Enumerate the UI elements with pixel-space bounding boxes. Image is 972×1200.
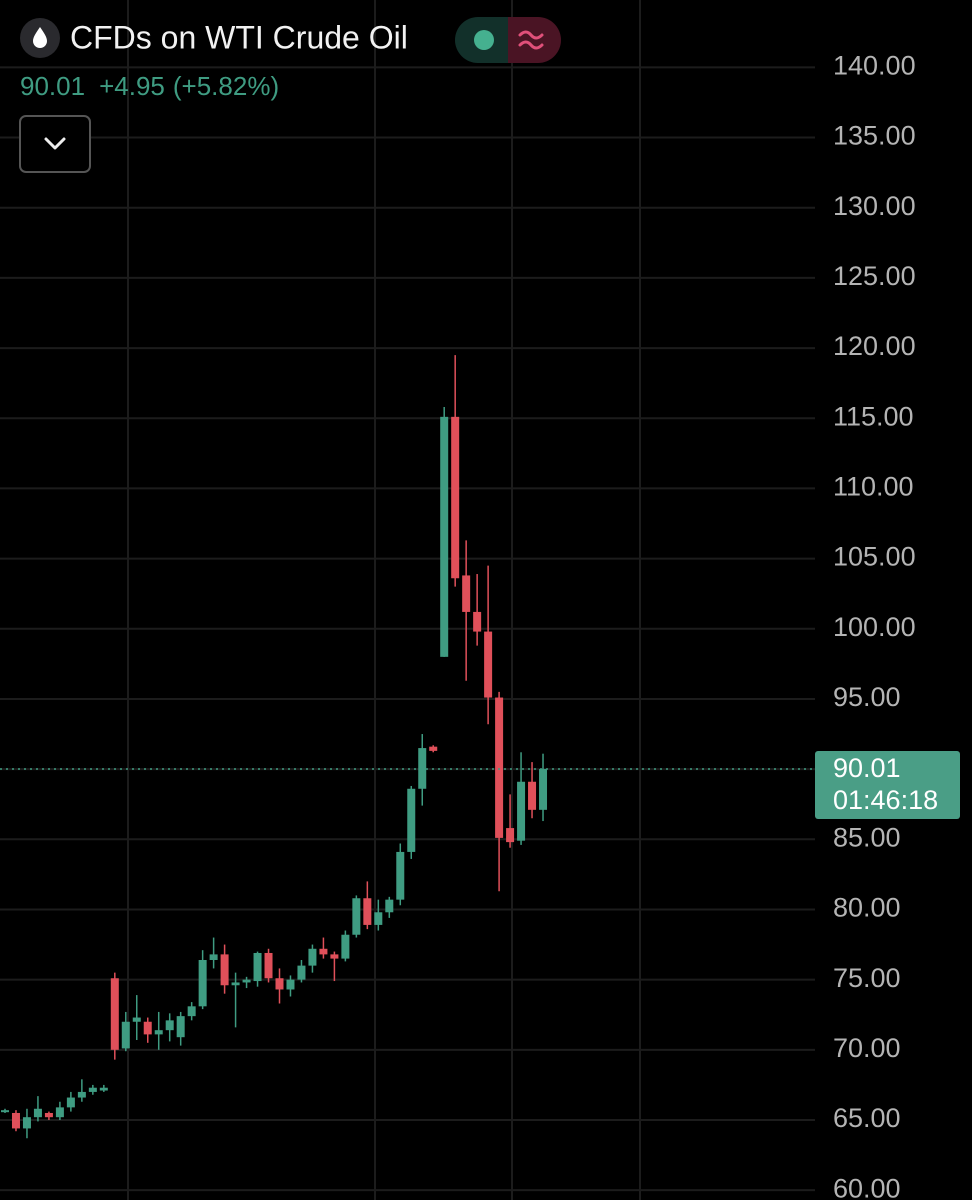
candle-body — [132, 1017, 141, 1022]
candle-body — [319, 948, 328, 955]
candle-body — [539, 768, 548, 810]
candle-body — [176, 1016, 185, 1038]
header-change: +4.95 — [99, 71, 165, 101]
candle-body — [231, 982, 240, 986]
candle-body — [330, 954, 339, 959]
time-grid — [127, 0, 641, 1200]
candle-body — [297, 965, 306, 980]
candle-body — [209, 954, 218, 960]
candle-body — [77, 1091, 86, 1098]
candle-body — [121, 1021, 130, 1049]
candle-body — [1, 1110, 9, 1113]
candle-body — [451, 416, 460, 579]
y-tick-label: 125.00 — [833, 261, 916, 291]
last-price-label: 90.01 — [833, 753, 901, 783]
candle-body — [198, 960, 207, 1007]
wave-icon — [518, 30, 544, 50]
market-dot — [474, 30, 494, 50]
y-tick-label: 75.00 — [833, 963, 901, 993]
header: CFDs on WTI Crude Oil 90.01 +4.95 (+5.82… — [19, 17, 561, 173]
candle-body — [264, 952, 273, 979]
y-tick-label: 95.00 — [833, 682, 901, 712]
candle-body — [165, 1020, 174, 1031]
candle-body — [473, 611, 482, 632]
y-tick-label: 105.00 — [833, 542, 916, 572]
y-tick-label: 60.00 — [833, 1173, 901, 1200]
y-tick-label: 130.00 — [833, 191, 916, 221]
countdown-label: 01:46:18 — [833, 785, 938, 815]
y-tick-label: 120.00 — [833, 331, 916, 361]
y-tick-label: 70.00 — [833, 1033, 901, 1063]
candle-body — [528, 781, 537, 810]
candle-body — [462, 575, 471, 612]
y-tick-label: 135.00 — [833, 121, 916, 151]
header-change-percent: (+5.82%) — [173, 71, 279, 101]
candle-body — [374, 912, 383, 925]
candle-body — [418, 748, 427, 789]
candle-body — [429, 746, 438, 751]
drop-icon — [33, 27, 47, 48]
y-tick-label: 85.00 — [833, 822, 901, 852]
last-price-box — [815, 750, 960, 819]
candle-body — [275, 978, 284, 990]
candle-body — [352, 898, 361, 935]
candle-body — [253, 952, 262, 982]
candle-body — [286, 979, 295, 990]
candle-body — [363, 898, 372, 925]
candle-body — [308, 948, 317, 966]
candle-body — [495, 697, 504, 838]
candle-body — [99, 1087, 108, 1091]
candle-body — [33, 1108, 42, 1118]
header-price: 90.01 — [20, 71, 85, 101]
candle-body — [110, 978, 119, 1050]
candle-body — [396, 851, 405, 900]
candle-body — [22, 1117, 31, 1129]
candle-body — [242, 979, 251, 983]
candle-body — [88, 1087, 97, 1092]
expand-button[interactable] — [19, 115, 91, 173]
candle-body — [385, 899, 394, 913]
expand-button-box[interactable] — [19, 115, 91, 173]
candle-body — [11, 1112, 20, 1129]
y-tick-label: 100.00 — [833, 612, 916, 642]
chevron-icon — [44, 137, 66, 150]
status-toggle[interactable] — [455, 17, 561, 63]
y-tick-label: 65.00 — [833, 1103, 901, 1133]
indicator-status[interactable] — [508, 17, 561, 63]
candle-body — [143, 1021, 152, 1035]
symbol-title: CFDs on WTI Crude Oil — [70, 19, 408, 55]
candle-body — [44, 1112, 53, 1118]
y-tick-label: 80.00 — [833, 893, 901, 923]
candle-body — [187, 1006, 196, 1017]
candle-body — [506, 828, 515, 843]
y-tick-label: 115.00 — [833, 401, 914, 431]
candle-body — [484, 631, 493, 698]
candle-body — [341, 934, 350, 959]
y-tick-label: 140.00 — [833, 50, 916, 80]
y-tick-label: 110.00 — [833, 472, 914, 502]
candle-body — [517, 781, 526, 841]
candle-body — [440, 416, 449, 657]
candle-body — [220, 954, 229, 986]
candle-body — [407, 788, 416, 852]
candle-body — [55, 1107, 64, 1118]
candle-body — [66, 1097, 75, 1108]
candle-body — [154, 1030, 163, 1035]
